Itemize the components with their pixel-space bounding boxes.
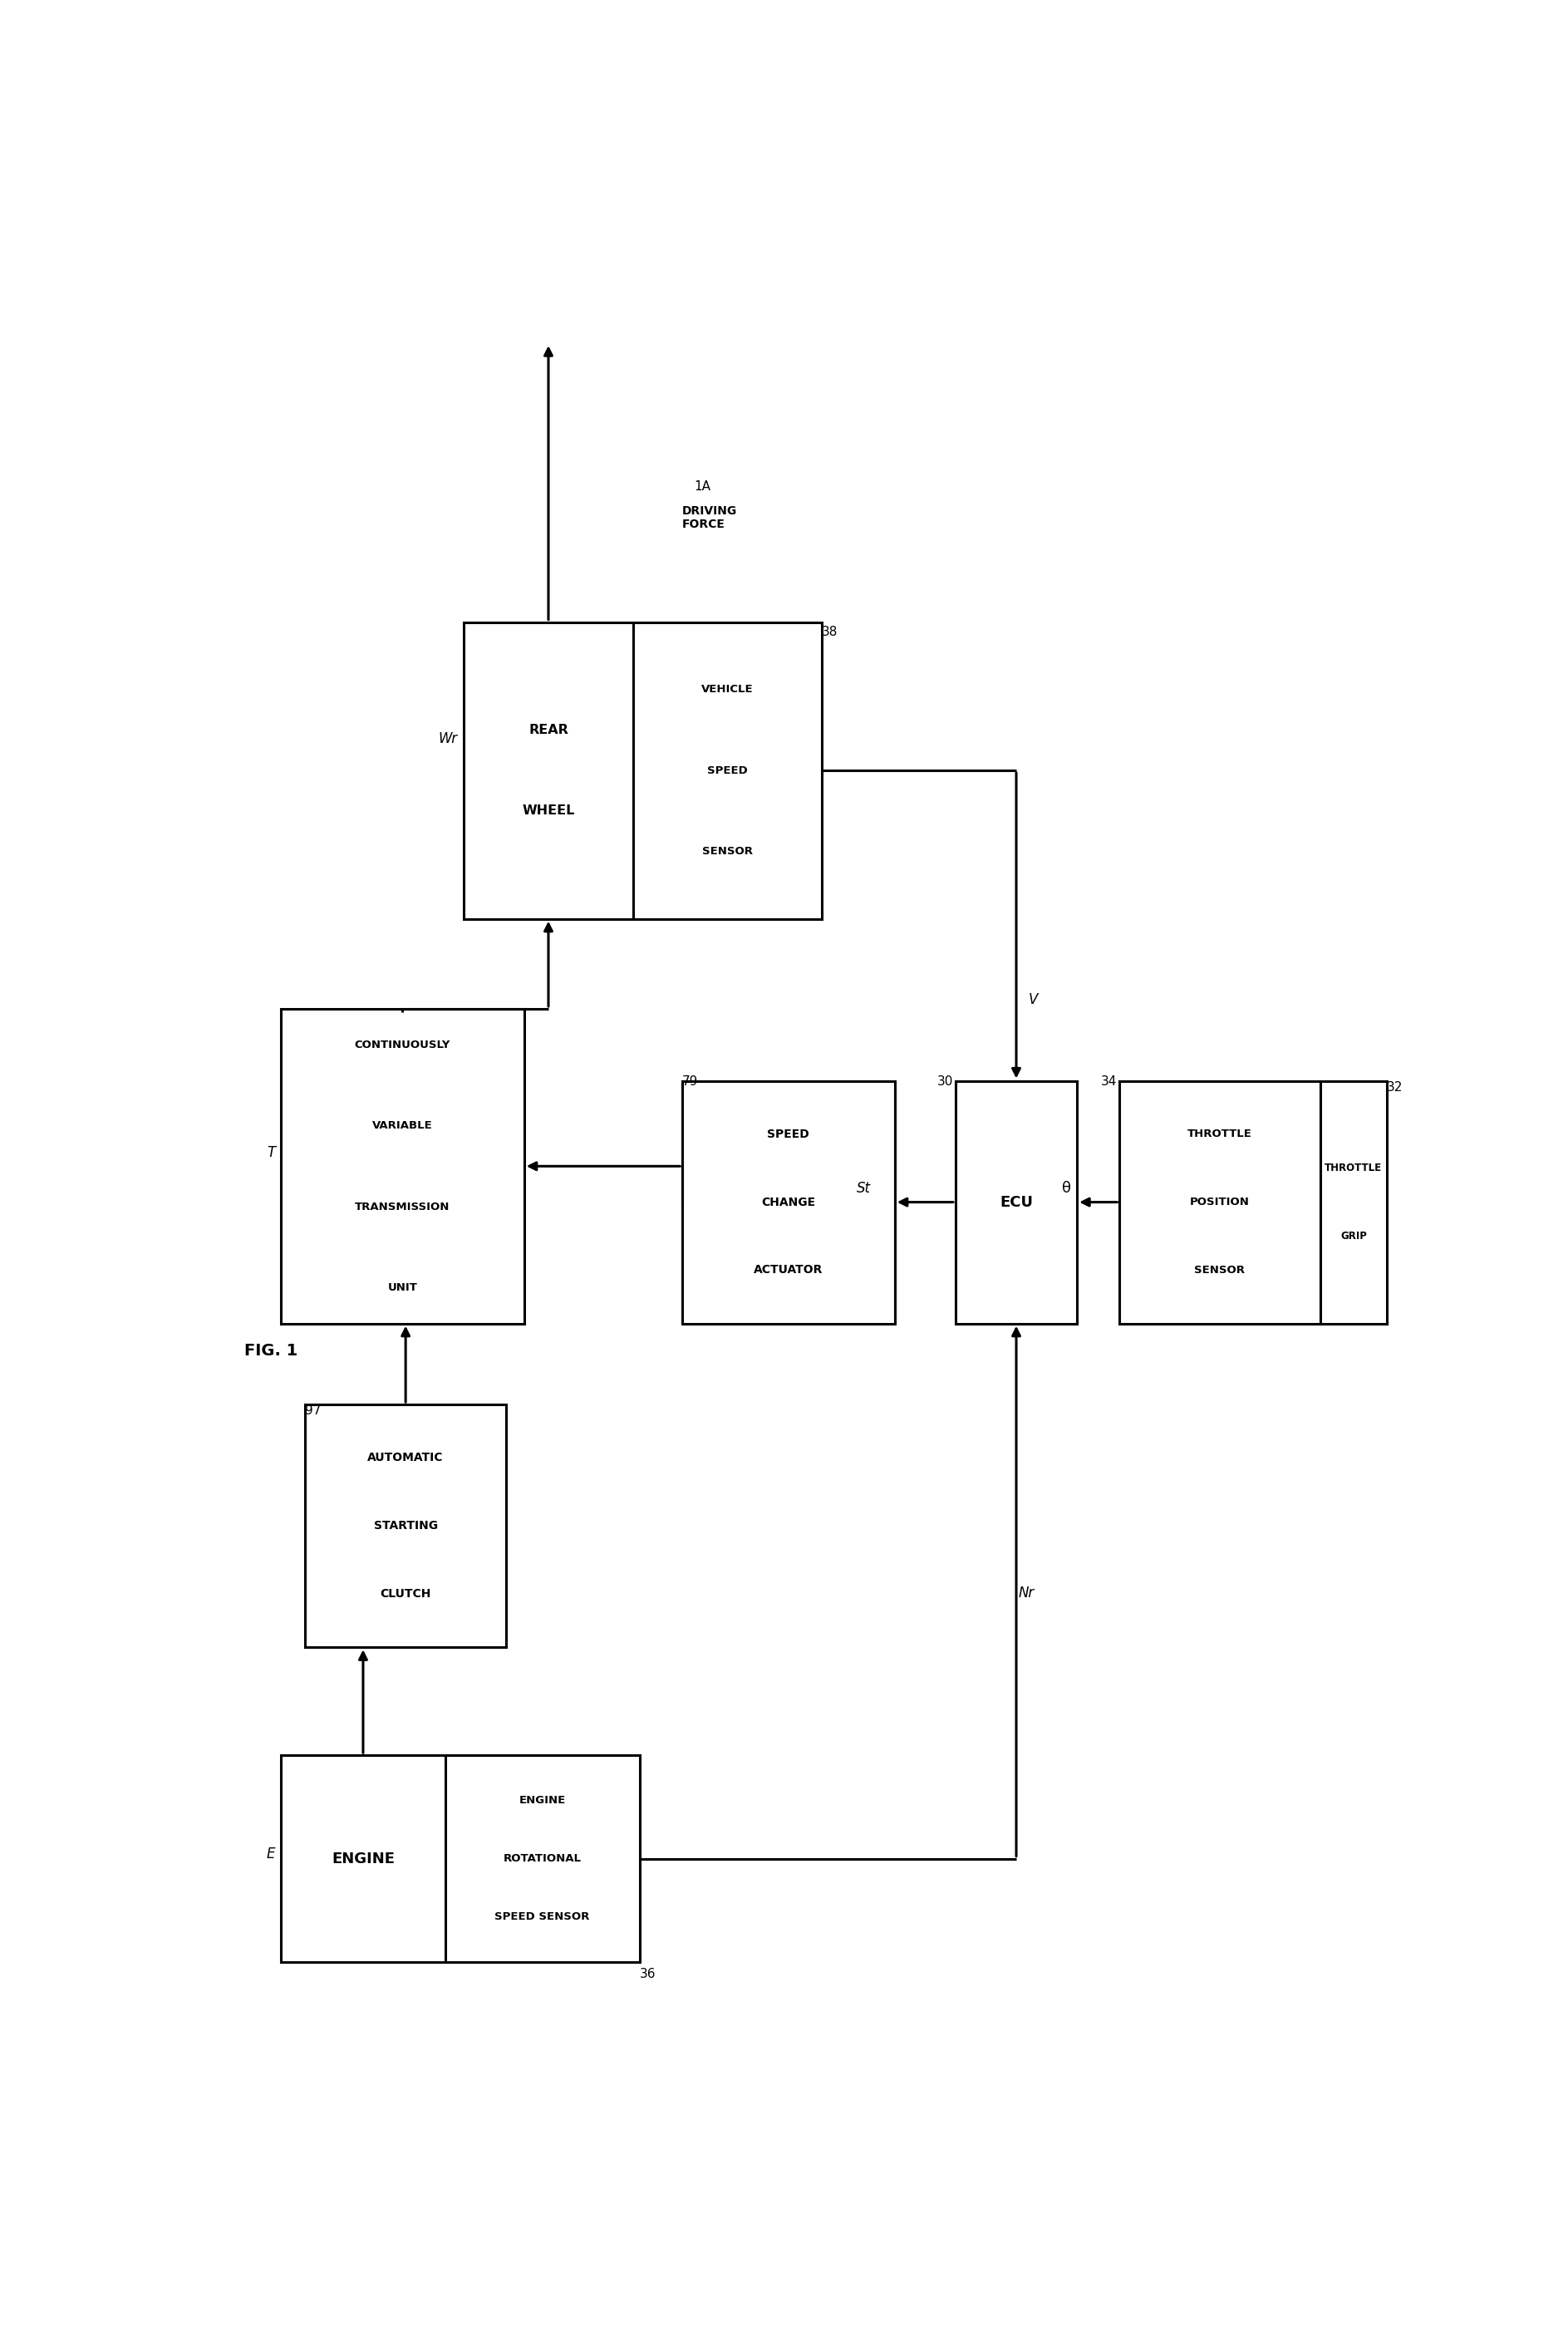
Bar (281, 1009, 524, 1325)
Bar (281, 1754, 640, 1962)
Text: DRIVING
FORCE: DRIVING FORCE (682, 505, 737, 530)
Text: 79: 79 (682, 1075, 698, 1089)
Text: ECU: ECU (1000, 1194, 1033, 1210)
Text: VARIABLE: VARIABLE (372, 1121, 433, 1131)
Bar (464, 621, 822, 918)
Text: GRIP: GRIP (1341, 1231, 1367, 1240)
Text: SPEED: SPEED (707, 766, 748, 776)
Text: Nr: Nr (1019, 1586, 1035, 1600)
Bar (1120, 1082, 1320, 1325)
Text: CHANGE: CHANGE (762, 1196, 815, 1208)
Text: T: T (267, 1145, 274, 1161)
Text: ACTUATOR: ACTUATOR (754, 1264, 823, 1275)
Text: ENGINE: ENGINE (519, 1796, 566, 1806)
Text: 34: 34 (1101, 1075, 1116, 1089)
Text: Wr: Wr (437, 731, 458, 748)
Text: WHEEL: WHEEL (522, 804, 575, 818)
Text: VEHICLE: VEHICLE (701, 684, 754, 694)
Text: 38: 38 (822, 626, 837, 638)
Text: ENGINE: ENGINE (331, 1850, 395, 1866)
Text: SPEED SENSOR: SPEED SENSOR (495, 1911, 590, 1923)
Bar (955, 1082, 1077, 1325)
Text: STARTING: STARTING (373, 1521, 437, 1532)
Text: CLUTCH: CLUTCH (379, 1588, 431, 1600)
Text: SENSOR: SENSOR (1195, 1264, 1245, 1275)
Text: REAR: REAR (528, 724, 568, 736)
Text: CONTINUOUSLY: CONTINUOUSLY (354, 1040, 450, 1051)
Bar (682, 1082, 895, 1325)
Text: SENSOR: SENSOR (702, 846, 753, 857)
Text: THROTTLE: THROTTLE (1325, 1163, 1383, 1173)
Text: FIG. 1: FIG. 1 (245, 1343, 298, 1360)
Text: 36: 36 (640, 1967, 655, 1981)
Text: THROTTLE: THROTTLE (1187, 1128, 1253, 1140)
Text: TRANSMISSION: TRANSMISSION (354, 1201, 450, 1212)
Text: θ: θ (1062, 1182, 1071, 1196)
Text: SPEED: SPEED (767, 1128, 809, 1140)
Text: AUTOMATIC: AUTOMATIC (367, 1453, 444, 1465)
Bar (1320, 1082, 1388, 1325)
Text: POSITION: POSITION (1190, 1196, 1250, 1208)
Text: V: V (1029, 993, 1038, 1007)
Text: 1A: 1A (695, 481, 710, 493)
Text: 30: 30 (938, 1075, 953, 1089)
Text: UNIT: UNIT (387, 1282, 417, 1294)
Text: St: St (856, 1182, 870, 1196)
Bar (306, 1404, 506, 1647)
Text: 97: 97 (306, 1404, 321, 1418)
Text: E: E (267, 1848, 274, 1862)
Text: ROTATIONAL: ROTATIONAL (503, 1852, 582, 1864)
Text: 32: 32 (1388, 1082, 1403, 1093)
